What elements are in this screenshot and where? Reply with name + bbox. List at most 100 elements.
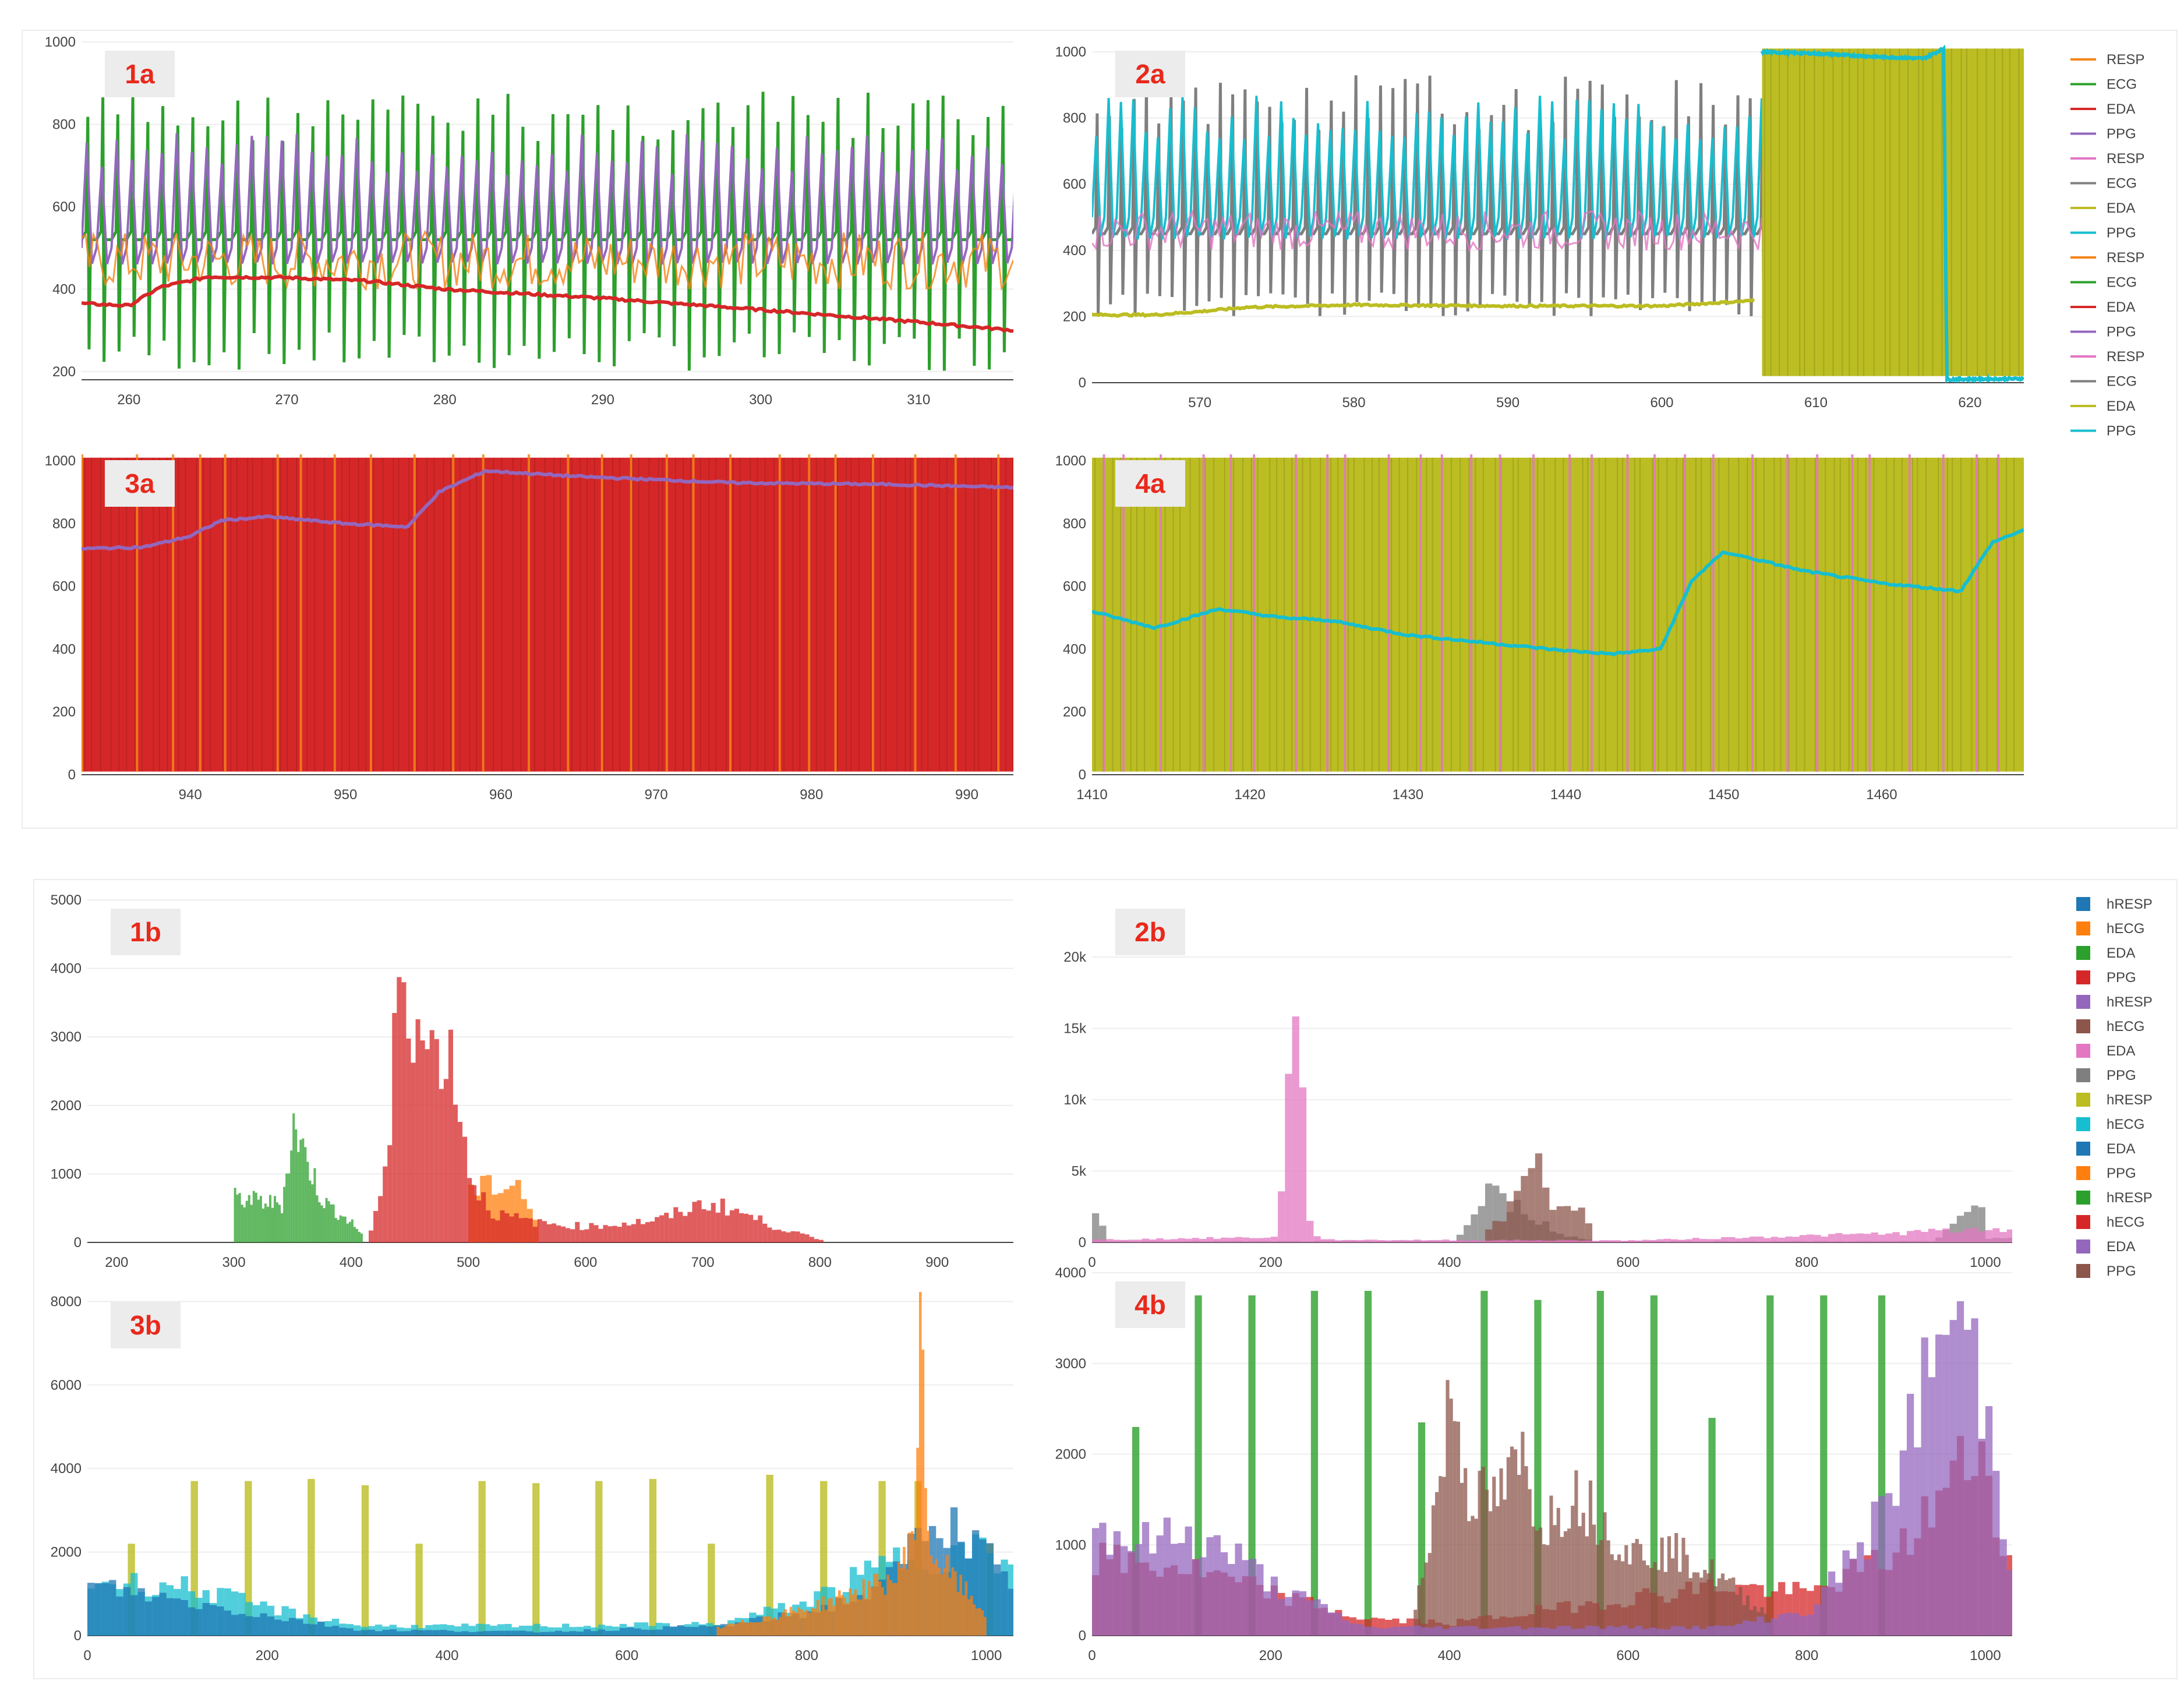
hist-bar-ppg	[835, 1596, 838, 1636]
hist-bar-eda	[1342, 1240, 1349, 1242]
hist-bar-eda	[274, 1196, 277, 1242]
hist-bar-ppg	[895, 1583, 897, 1636]
x-tick-label: 1410	[1076, 787, 1107, 803]
hist-bar-hresp	[648, 1630, 656, 1636]
hist-bar-eda	[1578, 1628, 1585, 1636]
hist-bar-ppg	[566, 1228, 571, 1242]
hist-bar-eda	[1535, 1240, 1543, 1242]
hist-bar-eda	[1435, 1240, 1443, 1242]
hist-bar-ppg	[1745, 1595, 1750, 1636]
hist-bar-ppg	[973, 1604, 976, 1636]
hist-bar-ppg	[1439, 1476, 1443, 1636]
hist-bar-eda	[330, 1204, 333, 1242]
x-tick-label: 620	[1958, 395, 1981, 411]
panel-2a: 0 200 400 600 800 1000 570 580 590 600 610 620 2a	[1055, 44, 2024, 411]
hist-bar-eda	[1770, 1618, 1779, 1636]
hist-bar-eda	[299, 1139, 302, 1242]
hist-bar-hecg	[1514, 1191, 1521, 1242]
hist-bar-ppg	[706, 1210, 711, 1242]
hist-bar-ppg	[1435, 1492, 1439, 1636]
legend-label: hECG	[2107, 921, 2144, 937]
hist-bar-ppg	[1585, 1536, 1589, 1636]
hist-bar-eda	[1556, 1626, 1564, 1636]
legend-label: EDA	[2107, 101, 2135, 117]
hist-bar-ppg	[792, 1611, 795, 1636]
hist-bar-eda	[1778, 1237, 1786, 1242]
hist-bar-ppg	[809, 1237, 814, 1242]
hist-bar-eda	[1807, 1615, 1814, 1636]
hist-bar-hresp	[245, 1616, 253, 1636]
hist-bar-ppg	[954, 1571, 957, 1636]
hist-bar-eda	[245, 1200, 248, 1242]
hist-bar-eda	[1606, 1240, 1614, 1242]
hist-bar-hresp	[130, 1595, 138, 1636]
hist-bar-ppg	[862, 1579, 865, 1636]
hist-bar-eda	[1170, 1544, 1178, 1636]
saturated-signal-eda	[82, 457, 1013, 772]
hist-bar-eda	[1156, 1535, 1164, 1636]
hist-bar-eda	[1885, 1233, 1893, 1242]
series-line-ecg	[82, 91, 1013, 371]
hist-bar-eda	[1706, 1626, 1714, 1636]
hist-bar-eda	[1178, 1543, 1185, 1636]
y-tick-label: 8000	[51, 1294, 82, 1309]
hist-bar-ppg	[943, 1568, 946, 1636]
hist-bar-ppg	[758, 1215, 763, 1242]
hist-bar-ppg	[579, 1230, 585, 1242]
hist-bar-hresp	[224, 1611, 231, 1636]
hist-bar-eda	[1578, 1241, 1585, 1242]
hist-bar-eda	[1142, 1522, 1150, 1636]
hist-bar-ppg	[589, 1223, 594, 1242]
hist-bar-ppg	[561, 1226, 566, 1242]
hist-bar-hresp	[569, 1631, 577, 1636]
hist-bar-eda	[1506, 1627, 1514, 1636]
hist-bar-eda	[1563, 1240, 1571, 1242]
hist-bar-ppg	[467, 1178, 472, 1242]
hist-bar-eda	[1149, 1553, 1157, 1636]
hist-bar-eda	[1135, 1240, 1142, 1242]
hist-bar-ppg	[1753, 1606, 1757, 1636]
x-tick-label: 200	[1259, 1648, 1282, 1664]
y-tick-label: 800	[52, 516, 76, 532]
hist-bar-eda	[283, 1186, 286, 1242]
hist-bar-eda	[1678, 1240, 1685, 1242]
hist-bar-ppg	[837, 1590, 841, 1636]
hist-bar-hresp	[238, 1613, 246, 1636]
hist-bar-hecg	[509, 1185, 515, 1242]
hist-bar-hresp	[598, 1629, 606, 1636]
hist-bar-ppg	[1478, 1470, 1482, 1636]
hist-bar-hresp	[1008, 1588, 1013, 1636]
hist-bar-hecg	[1485, 1229, 1493, 1242]
hist-bar-eda	[1263, 1237, 1271, 1242]
hist-bar-ppg	[843, 1597, 846, 1636]
hist-bar-ppg	[781, 1612, 784, 1636]
hist-bar-eda	[313, 1168, 316, 1242]
hist-bar-eda	[1585, 1626, 1593, 1636]
hist-bar-eda	[1799, 1616, 1807, 1636]
hist-bar-ppg	[1553, 1525, 1557, 1636]
hist-bar-ppg	[687, 1212, 692, 1242]
hist-bar-ppg	[472, 1185, 477, 1242]
hist-bar-ppg	[865, 1598, 868, 1636]
hist-bar-ppg	[1506, 1457, 1510, 1636]
hist-bar-eda	[1292, 1590, 1299, 1636]
hist-bar-ppg	[832, 1605, 836, 1636]
hist-bar-eda	[1742, 1620, 1750, 1636]
hist-bar-hresp	[353, 1630, 361, 1636]
hist-bar-hresp	[166, 1598, 174, 1636]
hist-bar-ppg	[1667, 1536, 1671, 1636]
hist-bar-ppg	[903, 1546, 906, 1636]
hist-bar-ppg	[1703, 1570, 1707, 1636]
hist-bar-ppg	[1456, 1421, 1460, 1636]
hist-bar-ppg	[765, 1616, 768, 1636]
hist-bar-eda	[1485, 1240, 1493, 1242]
hist-bar-ppg	[1567, 1528, 1571, 1636]
hist-bar-ppg	[916, 1447, 919, 1636]
legend-label: EDA	[2107, 299, 2135, 315]
legend-label: PPG	[2107, 1166, 2136, 1181]
hist-bar-hresp	[497, 1630, 505, 1636]
legend-label: PPG	[2107, 225, 2136, 241]
hist-bar-eda	[1363, 1240, 1371, 1242]
hist-bar-hresp	[540, 1632, 548, 1636]
legend-swatch	[2076, 1093, 2090, 1107]
